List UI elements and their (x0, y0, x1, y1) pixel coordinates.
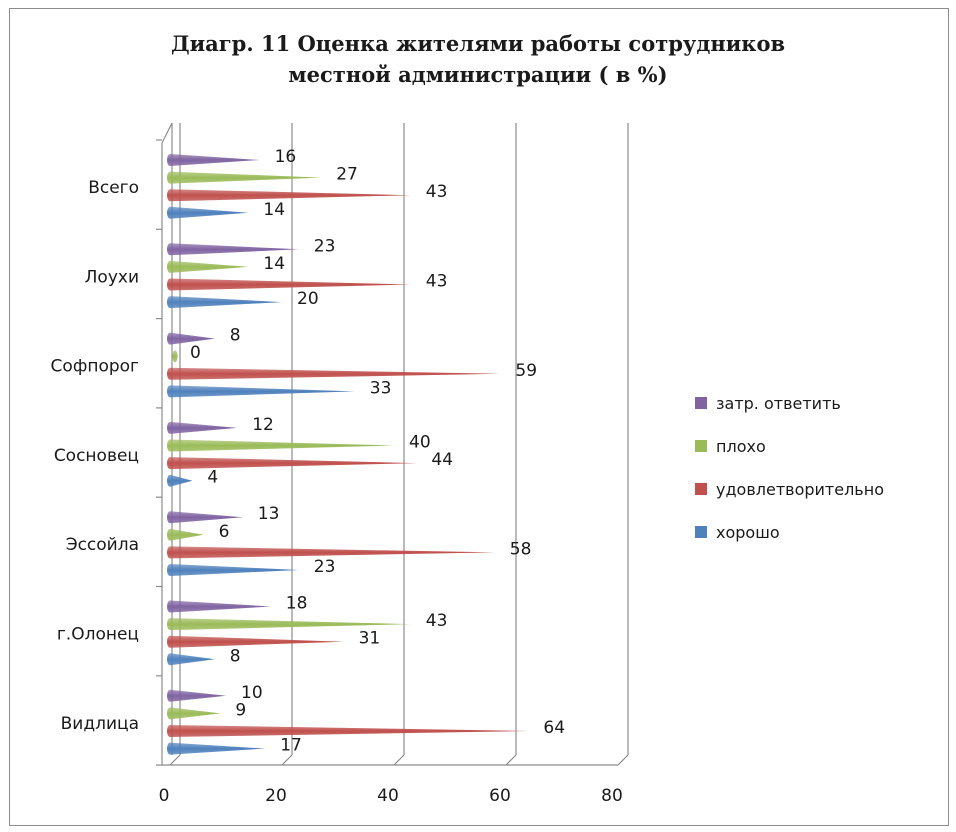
legend-swatch (695, 526, 707, 538)
bar (167, 707, 221, 720)
category-label: Эссойла (66, 535, 139, 555)
bar (167, 689, 226, 702)
bar (167, 439, 394, 452)
data-label: 44 (431, 450, 453, 470)
bar (167, 385, 355, 398)
legend-label: хорошо (716, 523, 780, 542)
bar (167, 511, 243, 524)
gridline-floor-20 (281, 754, 293, 766)
data-label: 27 (336, 165, 358, 185)
data-label: 14 (263, 200, 285, 220)
data-label: 4 (207, 468, 218, 488)
legend-label: плохо (716, 437, 766, 456)
bar (167, 653, 215, 666)
gridline-floor-60 (505, 754, 517, 766)
bar (167, 635, 344, 648)
data-label: 8 (230, 326, 241, 346)
x-tick-label: 20 (265, 786, 287, 806)
data-label: 64 (543, 718, 565, 738)
data-label: 17 (280, 736, 302, 756)
bar (167, 206, 249, 219)
chart-area (9, 8, 949, 826)
data-label: 6 (219, 522, 230, 542)
data-label: 0 (190, 343, 201, 363)
bar (167, 725, 529, 737)
category-label: Софпорог (51, 357, 140, 377)
x-tick-label: 80 (601, 786, 623, 806)
bar (167, 421, 238, 434)
legend-swatch (695, 397, 707, 409)
data-label: 16 (275, 147, 297, 167)
bar (167, 171, 322, 184)
gridline-floor-40 (393, 754, 405, 766)
legend: затр. ответить плохо удовлетворительно хоро… (695, 394, 884, 542)
data-label: 40 (409, 433, 431, 453)
legend-swatch (695, 440, 707, 452)
data-label: 10 (241, 683, 263, 703)
category-label: Видлица (61, 714, 139, 734)
axes: 0 20 40 60 80ВсегоЛоухиСофпорогСосновецЭссой… (51, 122, 623, 806)
bar (167, 564, 299, 576)
bar (167, 332, 215, 345)
bar (167, 278, 411, 291)
bar (172, 350, 178, 363)
data-label: 14 (263, 254, 285, 274)
data-label: 20 (297, 289, 319, 309)
bar (167, 243, 299, 256)
data-label: 31 (359, 629, 381, 649)
data-label: 8 (230, 646, 241, 666)
chart-title-line-1: Диагр. 11 Оценка жителями работы сотрудн… (170, 31, 786, 56)
data-label: 43 (426, 182, 448, 202)
data-label: 13 (258, 504, 280, 524)
chart-title: Диагр. 11 Оценка жителями работы сотрудн… (0, 28, 956, 90)
x-tick-label: 0 (159, 786, 170, 806)
bar (167, 260, 249, 273)
bar (167, 618, 411, 631)
gridlines (169, 123, 629, 766)
legend-swatch (695, 483, 707, 495)
legend-label: удовлетворительно (716, 480, 884, 499)
chart-title-line-2: местной администрации ( в %) (288, 62, 668, 87)
category-label: г.Олонец (57, 625, 139, 645)
x-tick-label: 60 (489, 786, 511, 806)
bar (167, 742, 266, 755)
x-tick-label: 40 (377, 786, 399, 806)
value-labels: 1627431423144320805933124044413658231843… (190, 147, 565, 756)
data-label: 23 (314, 557, 336, 577)
bar (167, 189, 411, 202)
gridline-floor-80 (617, 754, 629, 766)
bars (167, 154, 529, 755)
bar (167, 600, 271, 613)
data-label: 43 (426, 272, 448, 292)
bar (167, 367, 501, 380)
bar (167, 296, 282, 309)
data-label: 18 (286, 594, 308, 614)
data-label: 12 (252, 415, 274, 435)
bar (167, 546, 495, 559)
bar (167, 528, 204, 541)
data-label: 43 (426, 611, 448, 631)
category-label: Лоухи (85, 267, 139, 287)
data-label: 9 (235, 700, 246, 720)
gridline-floor-0 (169, 754, 181, 766)
category-label: Сосновец (54, 446, 139, 466)
bar (167, 457, 417, 470)
bar (167, 474, 193, 487)
category-label: Всего (88, 178, 139, 198)
data-label: 58 (510, 539, 532, 559)
data-label: 59 (515, 361, 537, 381)
bar (167, 154, 260, 166)
data-label: 33 (370, 378, 392, 398)
legend-label: затр. ответить (716, 394, 841, 413)
data-label: 23 (314, 236, 336, 256)
